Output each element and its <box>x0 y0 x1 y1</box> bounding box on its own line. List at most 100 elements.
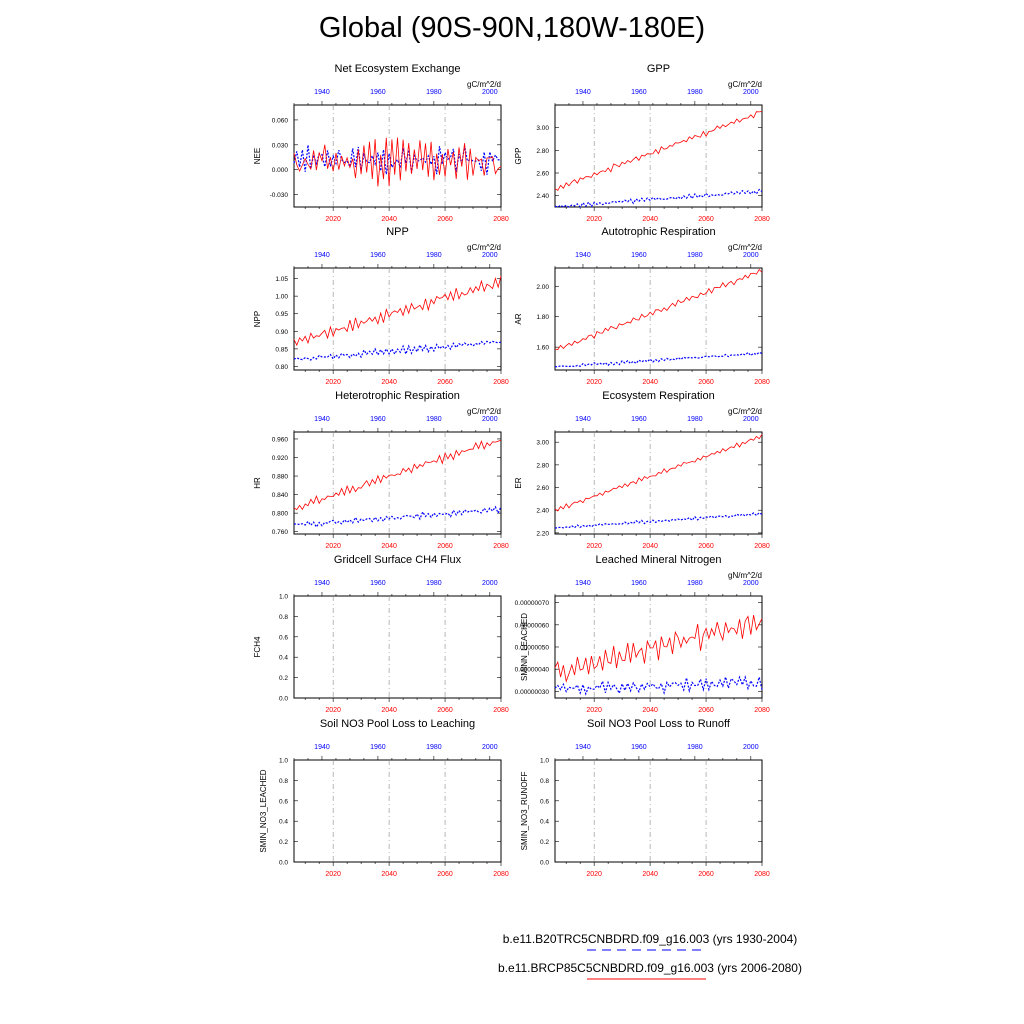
panel-6: Gridcell Surface CH4 Flux 1940 1960 1980 200… <box>253 554 509 714</box>
panel-7: Leached Mineral Nitrogen gN/m^2/d 1940 1960… <box>515 554 770 714</box>
y-tick-label: 2.40 <box>536 193 549 200</box>
series-historical-line <box>554 351 763 368</box>
series-future-line <box>293 137 502 187</box>
panel-9: Soil NO3 Pool Loss to Runoff 1940 1960 1980… <box>520 718 770 878</box>
bottom-tick-label: 2080 <box>493 379 509 386</box>
y-tick-label: 0.4 <box>540 819 549 826</box>
y-tick-label: 0.8 <box>279 778 288 785</box>
bottom-tick-label: 2080 <box>754 379 770 386</box>
y-tick-label: 0.4 <box>279 819 288 826</box>
top-tick-label: 1940 <box>575 744 591 751</box>
panel-1: GPP gC/m^2/d 1940 1960 1980 2000 2020 2040 2060 2… <box>514 63 770 223</box>
bottom-tick-label: 2080 <box>493 216 509 223</box>
top-tick-label: 1960 <box>370 580 386 587</box>
series-historical-line <box>293 144 502 175</box>
bottom-tick-label: 2080 <box>754 871 770 878</box>
series-historical-line <box>293 505 502 529</box>
bottom-tick-label: 2020 <box>325 543 341 550</box>
y-axis-label: SMIN_NO3_RUNOFF <box>520 772 529 851</box>
y-tick-label: 2.60 <box>536 485 549 492</box>
y-tick-label: 0.80 <box>275 364 288 371</box>
series-future-line <box>554 434 763 512</box>
bottom-tick-label: 2080 <box>493 871 509 878</box>
bottom-tick-label: 2040 <box>381 216 397 223</box>
y-tick-label: 0.060 <box>272 117 289 124</box>
bottom-tick-label: 2040 <box>642 871 658 878</box>
series-historical-line <box>293 340 502 361</box>
bottom-tick-label: 2040 <box>381 871 397 878</box>
bottom-tick-label: 2020 <box>325 379 341 386</box>
top-tick-label: 1980 <box>426 416 442 423</box>
series-future-line <box>554 615 763 683</box>
top-tick-label: 1960 <box>370 89 386 96</box>
top-tick-label: 2000 <box>482 416 498 423</box>
panel-title: Soil NO3 Pool Loss to Runoff <box>587 718 731 730</box>
y-axis-label: SMIN_NO3_LEACHED <box>259 769 268 852</box>
y-axis-label: HR <box>253 477 262 489</box>
y-tick-label: 0.95 <box>275 311 288 318</box>
plot-frame <box>554 759 763 863</box>
bottom-tick-label: 2060 <box>698 707 714 714</box>
y-tick-label: 2.60 <box>536 171 549 178</box>
y-tick-label: 0.880 <box>272 474 289 481</box>
top-tick-label: 1960 <box>631 252 647 259</box>
top-tick-label: 1960 <box>370 416 386 423</box>
y-tick-label: 1.0 <box>279 758 288 765</box>
y-tick-label: 0.00000030 <box>515 689 550 696</box>
top-tick-label: 1980 <box>426 744 442 751</box>
top-tick-label: 2000 <box>743 744 759 751</box>
top-tick-label: 1980 <box>687 89 703 96</box>
plot-frame <box>554 104 763 208</box>
plot-frame <box>293 104 502 208</box>
y-tick-label: 0.920 <box>272 455 289 462</box>
y-tick-label: 0.00000050 <box>515 645 550 652</box>
y-tick-label: 0.030 <box>272 142 289 149</box>
bottom-tick-label: 2060 <box>698 216 714 223</box>
top-tick-label: 2000 <box>482 580 498 587</box>
bottom-tick-label: 2080 <box>493 707 509 714</box>
plot-frame <box>293 431 502 535</box>
bottom-tick-label: 2020 <box>586 707 602 714</box>
bottom-tick-label: 2060 <box>698 379 714 386</box>
legend-entry-future: b.e11.BRCP85C5CNBDRD.f09_g16.003 (yrs 20… <box>430 961 870 983</box>
y-tick-label: 0.2 <box>279 839 288 846</box>
top-tick-label: 1940 <box>314 252 330 259</box>
top-tick-label: 1980 <box>426 580 442 587</box>
series-future-line <box>554 111 763 191</box>
legend-swatch-future <box>587 978 706 980</box>
y-tick-label: 0.0 <box>279 696 288 703</box>
bottom-tick-label: 2020 <box>325 871 341 878</box>
top-tick-label: 1980 <box>426 252 442 259</box>
y-tick-label: 2.40 <box>536 508 549 515</box>
panel-units: gC/m^2/d <box>467 243 501 252</box>
y-tick-label: 2.00 <box>536 284 549 291</box>
y-tick-label: 0.000 <box>272 167 289 174</box>
panel-title: Gridcell Surface CH4 Flux <box>334 554 462 566</box>
series-historical-line <box>554 512 763 529</box>
panel-title: GPP <box>647 63 670 75</box>
top-tick-label: 2000 <box>743 89 759 96</box>
y-tick-label: 0.840 <box>272 492 289 499</box>
series-future-line <box>293 275 502 347</box>
y-tick-label: 0.2 <box>540 839 549 846</box>
panel-4: Heterotrophic Respiration gC/m^2/d 1940 196… <box>253 390 509 550</box>
bottom-tick-label: 2080 <box>754 707 770 714</box>
y-tick-label: 1.05 <box>275 276 288 283</box>
top-tick-label: 1960 <box>631 416 647 423</box>
y-tick-label: 0.90 <box>275 329 288 336</box>
panel-5: Ecosystem Respiration gC/m^2/d 1940 1960 198… <box>514 390 770 550</box>
y-tick-label: 0.6 <box>540 798 549 805</box>
top-tick-label: 1960 <box>631 89 647 96</box>
bottom-tick-label: 2060 <box>437 543 453 550</box>
top-tick-label: 2000 <box>743 416 759 423</box>
y-tick-label: 0.00000040 <box>515 667 550 674</box>
y-tick-label: 1.60 <box>536 345 549 352</box>
y-tick-label: 1.80 <box>536 314 549 321</box>
y-tick-label: 0.0 <box>279 860 288 867</box>
bottom-tick-label: 2020 <box>586 216 602 223</box>
panel-title: Heterotrophic Respiration <box>335 390 460 402</box>
top-tick-label: 1940 <box>314 580 330 587</box>
y-tick-label: 0.2 <box>279 675 288 682</box>
top-tick-label: 1940 <box>575 252 591 259</box>
bottom-tick-label: 2060 <box>437 379 453 386</box>
